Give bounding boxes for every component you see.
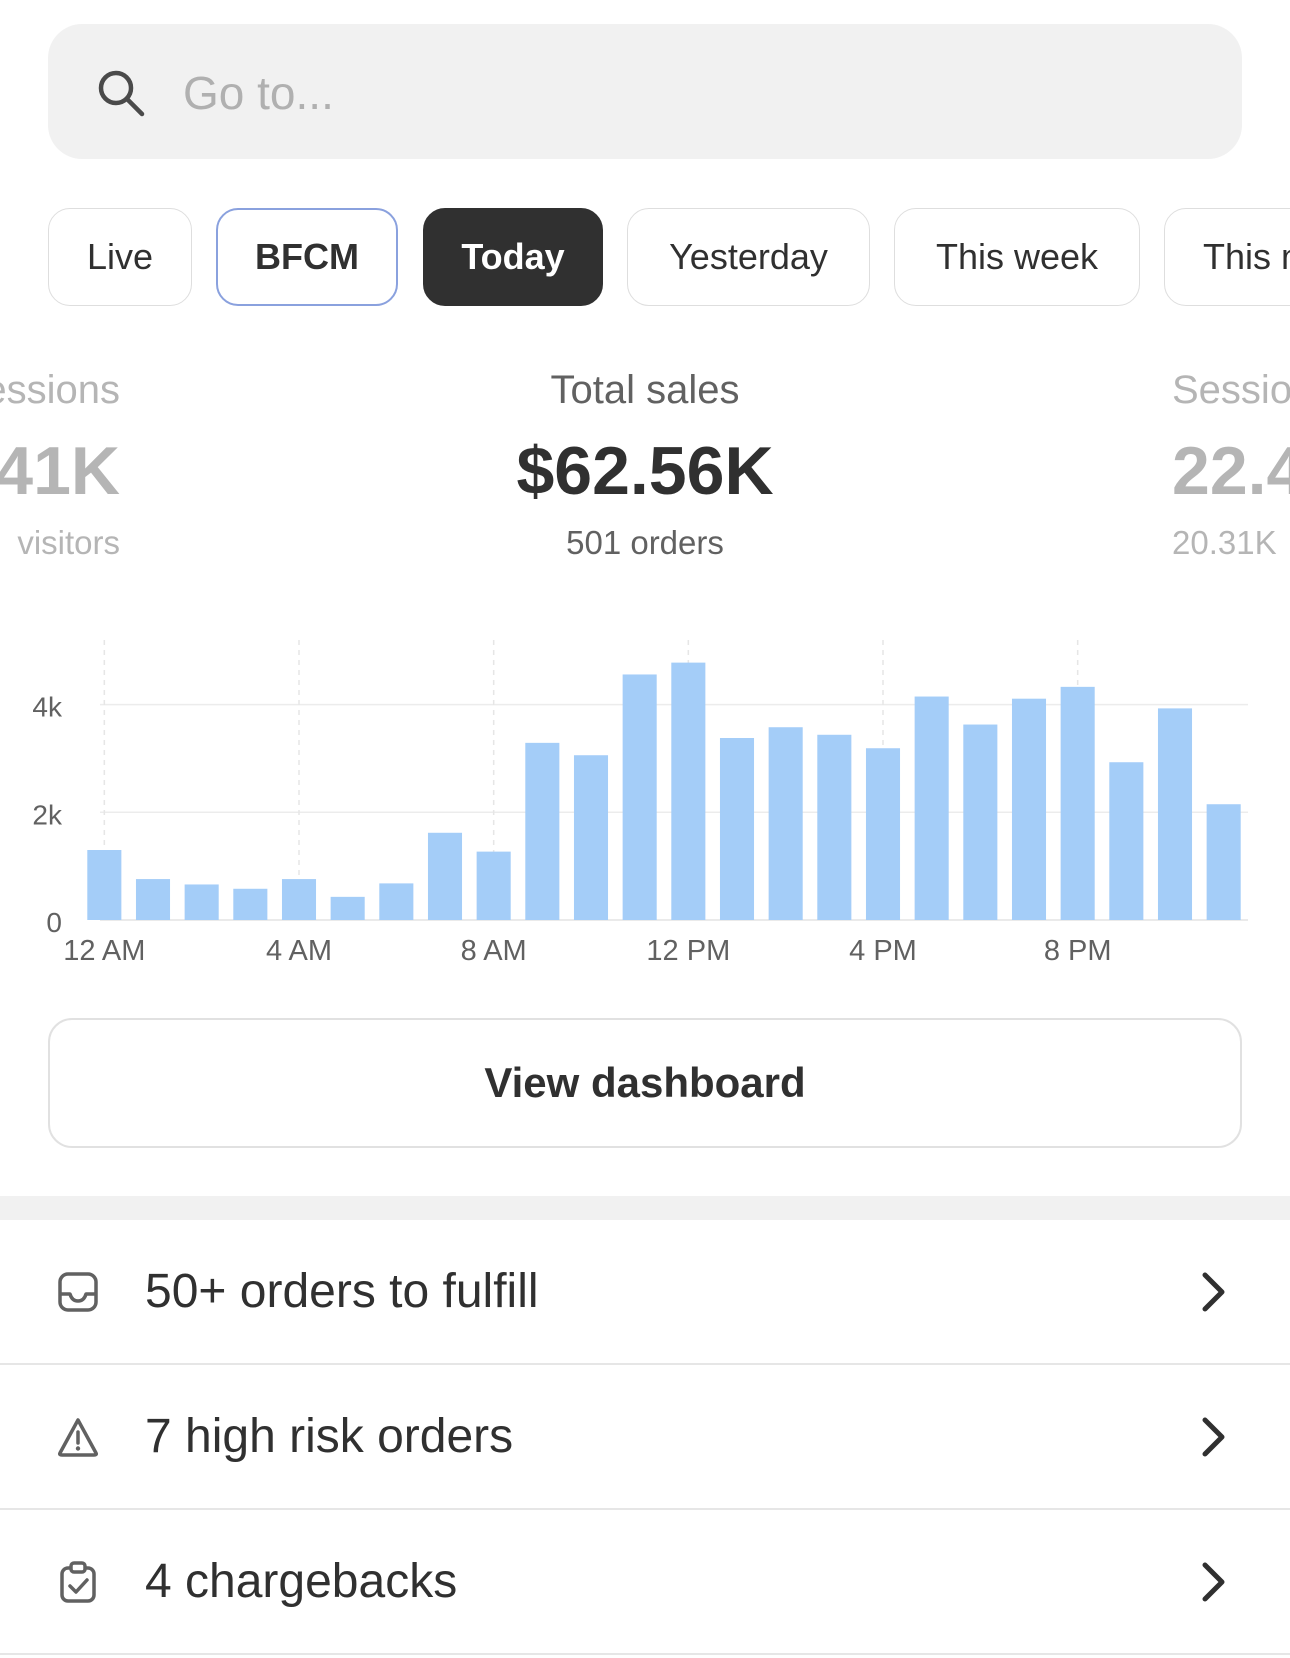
chart-bar (330, 896, 365, 920)
tab-live[interactable]: Live (48, 208, 192, 306)
chart-bar (1060, 686, 1095, 920)
section-divider (0, 1196, 1290, 1220)
chart-bar (427, 832, 463, 920)
metric-card-sessions-next[interactable]: Sessions 22.4 20.31K (1172, 360, 1290, 568)
metrics-carousel[interactable]: Sessions 41K visitors Total sales $62.56… (0, 360, 1290, 580)
list-item-chargebacks[interactable]: 4 chargebacks (0, 1510, 1290, 1655)
metric-subtext: 20.31K (1172, 524, 1277, 561)
chart-bar (184, 884, 219, 920)
chart-bar (1011, 698, 1047, 920)
chart-bar (817, 734, 852, 920)
y-tick-label: 2k (32, 799, 63, 830)
x-tick-label: 12 AM (63, 935, 145, 967)
list-item-high-risk-orders[interactable]: 7 high risk orders (0, 1365, 1290, 1510)
metric-value: $62.56K (516, 433, 774, 509)
metric-subtext: 501 orders (566, 524, 724, 561)
x-tick-label: 4 AM (266, 935, 332, 967)
tab-this-week[interactable]: This week (894, 208, 1140, 306)
list-item-label: 7 high risk orders (145, 1410, 514, 1463)
date-range-tabs: Live BFCM Today Yesterday This week This… (0, 208, 1290, 308)
task-list: 50+ orders to fulfill 7 high risk orders (0, 1220, 1290, 1655)
metric-value: 41K (0, 433, 120, 509)
search-icon (98, 70, 145, 117)
tab-yesterday[interactable]: Yesterday (627, 208, 870, 306)
chart-bar (135, 879, 171, 920)
chevron-right-icon (1202, 1562, 1225, 1601)
metric-card-sessions-prev[interactable]: Sessions 41K visitors (0, 360, 120, 568)
tab-this-month[interactable]: This m (1164, 208, 1290, 306)
view-dashboard-button[interactable]: View dashboard (48, 1018, 1242, 1148)
chart-bar (476, 851, 511, 920)
x-tick-label: 8 AM (461, 935, 527, 967)
y-tick-label: 0 (46, 907, 62, 938)
x-tick-label: 4 PM (849, 935, 917, 967)
chart-bar (719, 738, 755, 920)
metric-label: Total sales (550, 368, 740, 412)
clipboard-check-icon (60, 1560, 96, 1603)
chart-bar (573, 755, 609, 920)
chart-bar (525, 742, 560, 920)
x-tick-label: 8 PM (1044, 935, 1112, 967)
metric-label: Sessions (0, 368, 120, 412)
chevron-right-icon (1202, 1417, 1225, 1456)
chart-bar (87, 850, 122, 920)
warning-icon (58, 1417, 98, 1457)
chart-bar (865, 748, 901, 920)
chart-bar (671, 662, 706, 920)
tab-today[interactable]: Today (423, 208, 603, 306)
chart-bar (1109, 762, 1144, 920)
x-tick-label: 12 PM (646, 935, 730, 967)
inbox-icon (58, 1271, 98, 1312)
list-item-label: 4 chargebacks (145, 1555, 458, 1608)
chart-bar (1157, 708, 1193, 920)
chart-bar (963, 724, 998, 920)
chart-bar (379, 883, 414, 920)
tab-bfcm[interactable]: BFCM (216, 208, 398, 306)
metric-value: 22.4 (1172, 433, 1290, 509)
chart-bar (622, 674, 657, 920)
list-item-label: 50+ orders to fulfill (145, 1265, 539, 1318)
chart-bar (1206, 804, 1241, 920)
metric-subtext: visitors (17, 524, 120, 561)
chart-bar (914, 696, 949, 920)
list-item-orders-to-fulfill[interactable]: 50+ orders to fulfill (0, 1220, 1290, 1365)
y-tick-label: 4k (32, 692, 63, 723)
chart-bar (281, 879, 317, 920)
chevron-right-icon (1202, 1272, 1225, 1311)
search-input[interactable] (183, 58, 1083, 128)
metric-card-total-sales[interactable]: Total sales $62.56K 501 orders (385, 360, 905, 568)
chart-bar (768, 727, 803, 920)
metric-label: Sessions (1172, 368, 1290, 412)
chart-bar (233, 888, 268, 920)
sales-bar-chart[interactable]: 0 2k 4k 12 AM 4 AM 8 AM 12 PM 4 PM 8 PM (0, 630, 1290, 970)
